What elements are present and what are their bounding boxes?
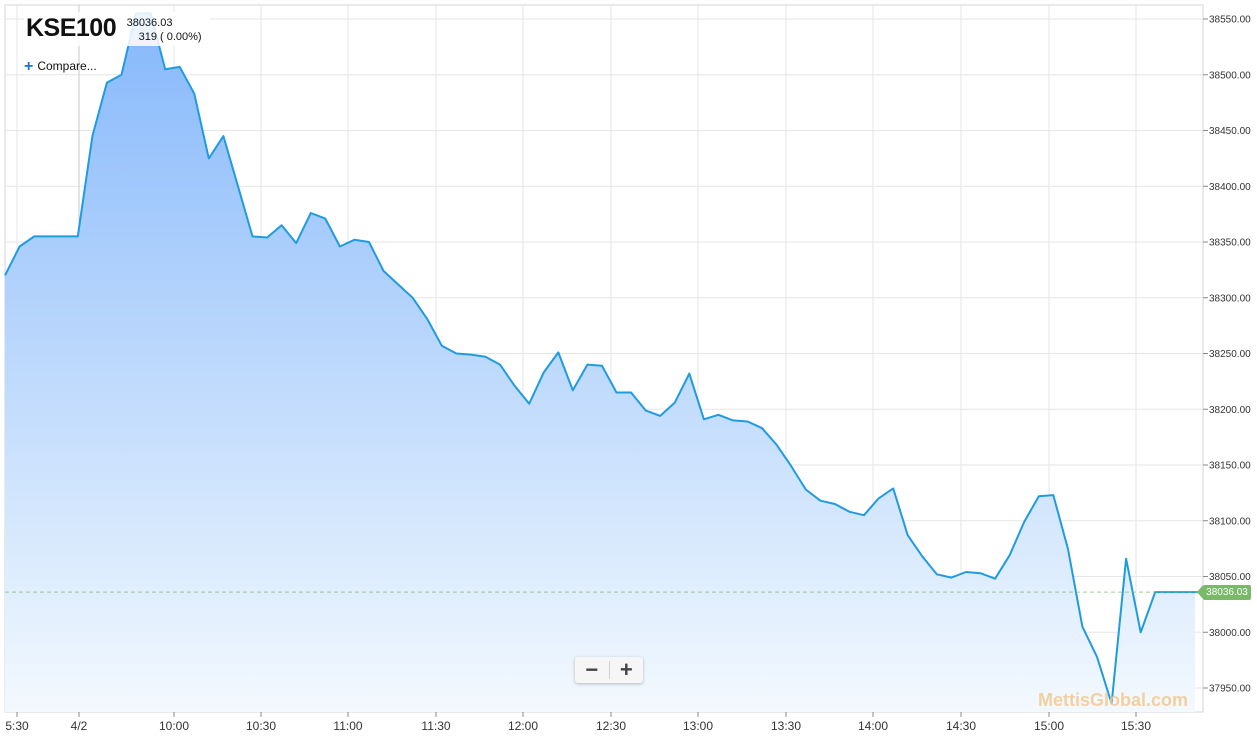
- x-tick-label: 15:30: [1121, 719, 1151, 733]
- zoom-in-button[interactable]: +: [619, 657, 633, 682]
- quote-box: 38036.03 319 ( 0.00%): [127, 16, 202, 44]
- y-tick-label: 38250.00: [1209, 349, 1251, 360]
- y-tick-label: 38400.00: [1209, 182, 1251, 193]
- y-tick-label: 38300.00: [1209, 293, 1251, 304]
- chart-header: KSE100 38036.03 319 ( 0.00%): [24, 12, 210, 46]
- y-tick-label: 38350.00: [1209, 238, 1251, 249]
- y-tick-label: 38550.00: [1209, 15, 1251, 26]
- series-line: [4, 12, 1200, 705]
- compare-label: Compare...: [37, 59, 97, 73]
- watermark: MettisGlobal.com: [1038, 690, 1189, 710]
- last-price-tag: 38036.03: [1197, 584, 1251, 600]
- x-tick-label: 14:00: [858, 719, 888, 733]
- last-price: 38036.03: [126, 17, 173, 29]
- y-tick-label: 38450.00: [1209, 126, 1251, 137]
- zoom-out-button[interactable]: −: [585, 657, 599, 682]
- x-tick-label: 10:00: [159, 719, 189, 733]
- compare-button[interactable]: + Compare...: [24, 58, 97, 76]
- x-tick-label: 14:30: [946, 719, 976, 733]
- y-tick-label: 38150.00: [1209, 461, 1251, 472]
- y-tick-label: 38500.00: [1209, 70, 1251, 81]
- x-tick-label: 13:00: [683, 719, 713, 733]
- x-tick-label: 12:00: [508, 719, 538, 733]
- plus-icon: +: [24, 58, 34, 75]
- x-tick-label: 11:00: [333, 719, 362, 733]
- y-tick-label: 37950.00: [1209, 684, 1251, 695]
- x-tick-label: 5:30: [5, 719, 29, 733]
- series-area: [5, 13, 1199, 712]
- y-tick-label: 38200.00: [1209, 405, 1251, 416]
- x-tick-label: 11:30: [421, 719, 450, 733]
- y-tick-label: 38050.00: [1209, 572, 1251, 583]
- price-change: 319 ( 0.00%): [138, 31, 202, 43]
- y-tick-label: 38000.00: [1209, 628, 1251, 639]
- y-tick-label: 38100.00: [1209, 516, 1251, 527]
- x-tick-label: 13:30: [771, 719, 801, 733]
- x-tick-label: 4/2: [71, 719, 88, 733]
- symbol-title: KSE100: [26, 14, 117, 42]
- zoom-controls: − +: [575, 657, 643, 683]
- x-tick-label: 12:30: [596, 719, 626, 733]
- zoom-divider: [608, 661, 610, 679]
- x-tick-label: 15:00: [1034, 719, 1064, 733]
- x-tick-label: 10:30: [246, 719, 276, 733]
